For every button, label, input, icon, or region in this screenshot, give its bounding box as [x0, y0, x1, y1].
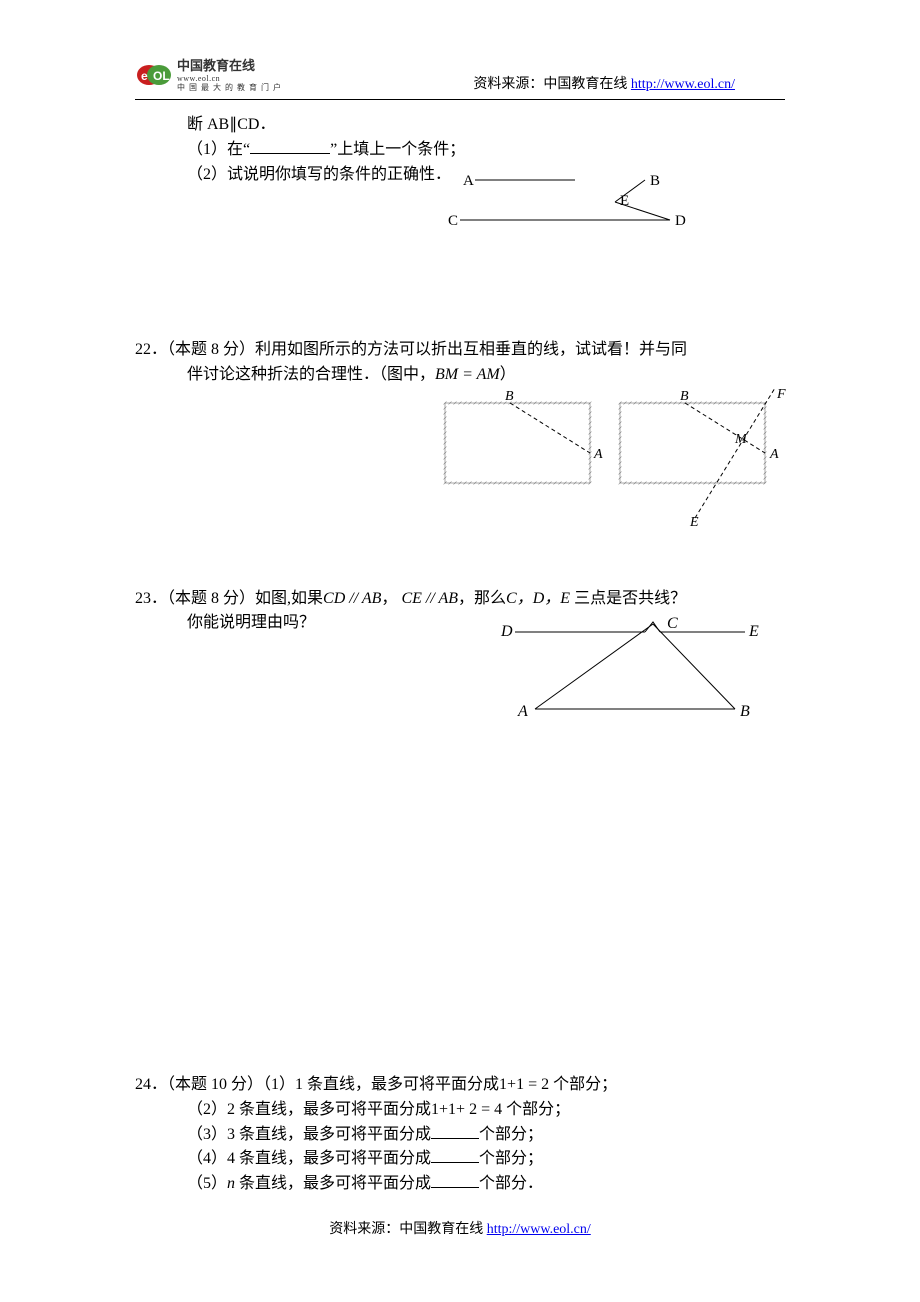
q22-text2: 伴讨论这种折法的合理性．（图中， — [187, 366, 435, 383]
q21-B: B — [650, 173, 660, 189]
q24-l1b: 1+1 = 2 — [499, 1076, 549, 1093]
logo-text: 中国教育在线 www.eol.cn 中 国 最 大 的 教 育 门 户 — [177, 58, 282, 93]
q21-l1b: ”上填上一个条件； — [330, 141, 465, 158]
q23-line1: 23．（本题 8 分）如图,如果CD // AB， CE // AB，那么C，D… — [135, 587, 790, 612]
q21-D: D — [675, 213, 686, 229]
page-header: e OL 中国教育在线 www.eol.cn 中 国 最 大 的 教 育 门 户… — [135, 58, 785, 100]
q23-figure: D E C A B — [485, 614, 790, 733]
q21-l1a: （1）在“ — [187, 141, 250, 158]
header-source: 资料来源：中国教育在线 http://www.eol.cn/ — [473, 73, 735, 93]
q22-A2: A — [769, 447, 779, 462]
footer-source-label: 资料来源：中国教育在线 — [329, 1222, 483, 1237]
q23-t1: 如图,如果 — [255, 590, 323, 607]
q23-eq1: CD // AB — [323, 590, 381, 607]
q24-l5: （5）n 条直线，最多可将平面分成 个部分． — [135, 1172, 790, 1197]
q22-block: 22．（本题 8 分）利用如图所示的方法可以折出互相垂直的线，试试看！并与同 伴… — [135, 338, 790, 536]
q21-blank — [250, 140, 330, 154]
q21-cont: 断 AB∥CD． — [135, 113, 790, 138]
q22-B2: B — [680, 389, 689, 404]
q23-D: D — [500, 623, 513, 640]
page-footer: 资料来源：中国教育在线 http://www.eol.cn/ — [0, 1218, 920, 1238]
q24-l2a: （2）2 条直线，最多可将平面分成 — [187, 1101, 431, 1118]
q23-num: 23． — [135, 590, 167, 607]
q23-block: 23．（本题 8 分）如图,如果CD // AB， CE // AB，那么C，D… — [135, 587, 790, 733]
q24-blank-4 — [431, 1149, 479, 1163]
header-source-label: 资料来源：中国教育在线 — [473, 77, 627, 92]
logo-block: e OL 中国教育在线 www.eol.cn 中 国 最 大 的 教 育 门 户 — [135, 58, 282, 93]
q23-B: B — [740, 703, 750, 720]
q22-eq: BM = AM — [435, 366, 500, 383]
q24-l2: （2）2 条直线，最多可将平面分成1+1+ 2 = 4 个部分； — [135, 1098, 790, 1123]
q21-C: C — [448, 213, 458, 229]
q24-l5a: （5） — [187, 1175, 227, 1192]
q23-svg: D E C A B — [485, 614, 785, 724]
q22-M: M — [734, 432, 748, 447]
content: 断 AB∥CD． （1）在“”上填上一个条件； （2）试说明你填写的条件的正确性… — [135, 113, 790, 1225]
q22-F: F — [776, 388, 786, 402]
q23-E: E — [748, 623, 759, 640]
q24-l1: 24．（本题 10 分）（1）1 条直线，最多可将平面分成1+1 = 2 个部分… — [135, 1073, 790, 1098]
q24-l5n: n — [227, 1175, 235, 1192]
q23-cde: C，D，E — [506, 590, 570, 607]
q23-points: （本题 8 分） — [167, 590, 255, 607]
q22-points: （本题 8 分） — [167, 341, 255, 358]
q21-A: A — [463, 173, 474, 189]
q23-t3: ，那么 — [458, 590, 506, 607]
q24-block: 24．（本题 10 分）（1）1 条直线，最多可将平面分成1+1 = 2 个部分… — [135, 1073, 790, 1197]
q24-l3b: 个部分； — [479, 1126, 543, 1143]
q24-l2c: 个部分； — [502, 1101, 570, 1118]
q24-points: （本题 10 分） — [167, 1076, 263, 1093]
q23-A: A — [517, 703, 528, 720]
q23-t2: ， — [381, 590, 397, 607]
q22-B1: B — [505, 389, 514, 404]
q22-line1: 22．（本题 8 分）利用如图所示的方法可以折出互相垂直的线，试试看！并与同 — [135, 338, 790, 363]
q24-num: 24． — [135, 1076, 167, 1093]
q24-blank-3 — [431, 1125, 479, 1139]
q24-l1a: （1）1 条直线，最多可将平面分成 — [263, 1076, 499, 1093]
q22-svg: B A B A M F E — [435, 388, 795, 528]
q24-l4a: （4）4 条直线，最多可将平面分成 — [187, 1150, 431, 1167]
q23-t4: 三点是否共线？ — [570, 590, 686, 607]
q24-l4: （4）4 条直线，最多可将平面分成 个部分； — [135, 1147, 790, 1172]
q22-text1: 利用如图所示的方法可以折出互相垂直的线，试试看！并与同 — [255, 341, 687, 358]
q21-line1: （1）在“ ”上填上一个条件； — [135, 138, 790, 163]
logo-url: www.eol.cn — [177, 74, 282, 84]
q24-l2b: 1+1+ 2 = 4 — [431, 1101, 502, 1118]
footer-source-link[interactable]: http://www.eol.cn/ — [487, 1222, 591, 1237]
q22-figure: B A B A M F E — [435, 388, 790, 537]
q24-l5b: 条直线，最多可将平面分成 — [235, 1175, 431, 1192]
logo-sub: 中 国 最 大 的 教 育 门 户 — [177, 83, 282, 93]
q22-text3: ） — [500, 366, 516, 383]
q21-E: E — [620, 193, 629, 209]
svg-text:e: e — [141, 69, 148, 83]
q24-l4b: 个部分； — [479, 1150, 543, 1167]
svg-text:OL: OL — [153, 69, 170, 83]
q24-l1c: 个部分； — [549, 1076, 617, 1093]
q21-block: 断 AB∥CD． （1）在“”上填上一个条件； （2）试说明你填写的条件的正确性… — [135, 113, 790, 244]
q22-A1: A — [593, 447, 603, 462]
q22-line2: 伴讨论这种折法的合理性．（图中，BM = AM） — [135, 363, 790, 388]
header-source-link[interactable]: http://www.eol.cn/ — [631, 77, 735, 92]
q21-figure: A B C D E — [445, 165, 790, 244]
q24-l3a: （3）3 条直线，最多可将平面分成 — [187, 1126, 431, 1143]
q22-E: E — [689, 515, 699, 528]
q23-C: C — [667, 615, 678, 632]
q23-eq2: CE // AB — [401, 590, 458, 607]
q24-l3: （3）3 条直线，最多可将平面分成 个部分； — [135, 1123, 790, 1148]
logo-main: 中国教育在线 — [177, 58, 282, 74]
q24-blank-5 — [431, 1174, 479, 1188]
q22-num: 22． — [135, 341, 167, 358]
eol-logo-icon: e OL — [135, 60, 173, 90]
q24-l5c: 个部分． — [479, 1175, 543, 1192]
q21-svg: A B C D E — [445, 165, 745, 235]
